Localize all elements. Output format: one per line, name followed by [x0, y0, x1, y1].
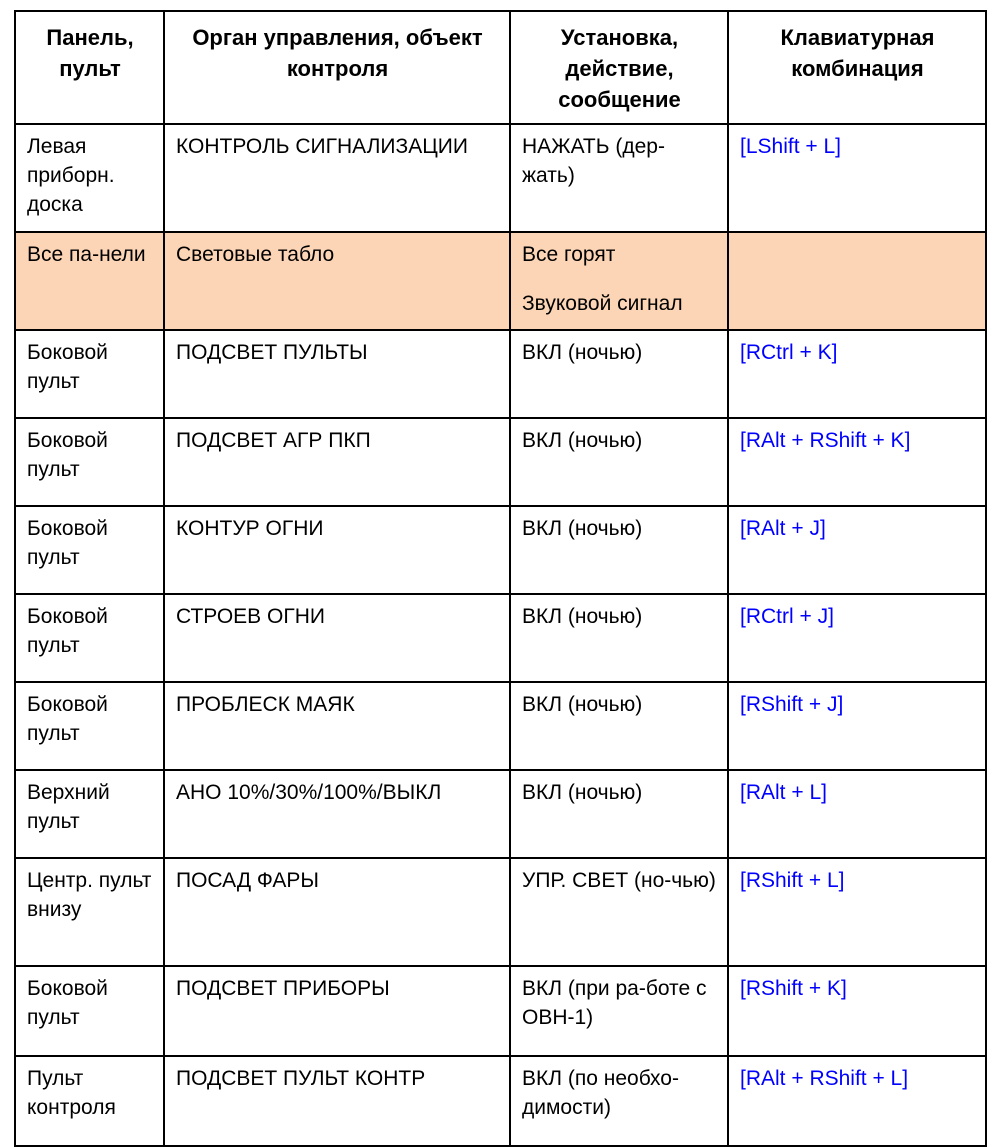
table-row: Пульт контроля ПОДСВЕТ ПУЛЬТ КОНТР ВКЛ (по… [14, 1055, 987, 1147]
cell-panel: Левая приборн. доска [14, 123, 165, 234]
table-row: Боковой пульт ПРОБЛЕСК МАЯК ВКЛ (ночью) [RS… [14, 681, 987, 772]
table-header: Панель, пульт Орган управления, объект к… [14, 9, 987, 126]
table-row: Все па-нели Световые табло Все горят Звуков… [14, 231, 987, 332]
table-row: Левая приборн. доска КОНТРОЛЬ СИГНАЛИЗАЦИ… [14, 123, 987, 234]
control-reference-table: Панель, пульт Орган управления, объект к… [14, 9, 987, 1147]
cell-control: ПОДСВЕТ ПУЛЬТ КОНТР [163, 1055, 511, 1147]
cell-control: ПРОБЛЕСК МАЯК [163, 681, 511, 772]
cell-panel: Боковой пульт [14, 965, 165, 1058]
cell-action: ВКЛ (ночью) [509, 417, 729, 508]
column-header-control: Орган управления, объект контроля [163, 9, 511, 126]
table-row: Боковой пульт СТРОЕВ ОГНИ ВКЛ (ночью) [RCtr… [14, 593, 987, 684]
cell-panel: Пульт контроля [14, 1055, 165, 1147]
cell-key: [RAlt + RShift + K] [727, 417, 987, 508]
cell-key: [RAlt + RShift + L] [727, 1055, 987, 1147]
cell-key: [RCtrl + K] [727, 329, 987, 420]
cell-control: Световые табло [163, 231, 511, 332]
cell-action-spacer [522, 270, 717, 290]
table-row: Боковой пульт ПОДСВЕТ АГР ПКП ВКЛ (ночью)[… [14, 417, 987, 508]
cell-control: ПОДСВЕТ АГР ПКП [163, 417, 511, 508]
cell-panel: Боковой пульт [14, 505, 165, 596]
cell-action: ВКЛ (ночью) [509, 681, 729, 772]
table-row: Боковой пульт КОНТУР ОГНИ ВКЛ (ночью) [RAlt… [14, 505, 987, 596]
table-page: Панель, пульт Орган управления, объект к… [14, 9, 987, 1147]
cell-action: ВКЛ (по необхо-димости) [509, 1055, 729, 1147]
cell-panel: Боковой пульт [14, 681, 165, 772]
cell-control: АНО 10%/30%/100%/ВЫКЛ [163, 769, 511, 860]
cell-control: ПОДСВЕТ ПРИБОРЫ [163, 965, 511, 1058]
cell-control: КОНТУР ОГНИ [163, 505, 511, 596]
cell-key: [RAlt + J] [727, 505, 987, 596]
cell-control: СТРОЕВ ОГНИ [163, 593, 511, 684]
cell-action: Все горят Звуковой сигнал [509, 231, 729, 332]
cell-key: [RShift + L] [727, 857, 987, 968]
cell-action: ВКЛ (ночью) [509, 329, 729, 420]
cell-action: ВКЛ (ночью) [509, 593, 729, 684]
cell-action: ВКЛ (ночью) [509, 769, 729, 860]
cell-key: [RCtrl + J] [727, 593, 987, 684]
table-body: Левая приборн. доска КОНТРОЛЬ СИГНАЛИЗАЦИ… [14, 123, 987, 1147]
cell-action: УПР. СВЕТ (но-чью) [509, 857, 729, 968]
cell-panel: Боковой пульт [14, 417, 165, 508]
cell-key: [RAlt + L] [727, 769, 987, 860]
table-row: Центр. пульт внизу ПОСАД ФАРЫ УПР. СВЕТ (н… [14, 857, 987, 968]
cell-control: КОНТРОЛЬ СИГНАЛИЗАЦИИ [163, 123, 511, 234]
cell-key: [RShift + J] [727, 681, 987, 772]
cell-key: [RShift + K] [727, 965, 987, 1058]
cell-control: ПОСАД ФАРЫ [163, 857, 511, 968]
cell-panel: Центр. пульт внизу [14, 857, 165, 968]
column-header-panel: Панель, пульт [14, 9, 165, 126]
cell-action: ВКЛ (при ра-боте с ОВН-1) [509, 965, 729, 1058]
cell-panel: Все па-нели [14, 231, 165, 332]
column-header-action: Установка, действие, сообщение [509, 9, 729, 126]
table-row: Верхний пульт АНО 10%/30%/100%/ВЫКЛ ВКЛ (н… [14, 769, 987, 860]
cell-action: ВКЛ (ночью) [509, 505, 729, 596]
cell-key: [LShift + L] [727, 123, 987, 234]
cell-panel: Боковой пульт [14, 329, 165, 420]
table-row: Боковой пульт ПОДСВЕТ ПРИБОРЫ ВКЛ (при ра-… [14, 965, 987, 1058]
cell-panel: Боковой пульт [14, 593, 165, 684]
table-row: Боковой пульт ПОДСВЕТ ПУЛЬТЫ ВКЛ (ночью) [R… [14, 329, 987, 420]
table-header-row: Панель, пульт Орган управления, объект к… [14, 9, 987, 126]
cell-panel: Верхний пульт [14, 769, 165, 860]
column-header-key: Клавиатурная комбинация [727, 9, 987, 126]
cell-key [727, 231, 987, 332]
cell-action: НАЖАТЬ (дер-жать) [509, 123, 729, 234]
cell-control: ПОДСВЕТ ПУЛЬТЫ [163, 329, 511, 420]
cell-action-line: Все горят [522, 243, 616, 267]
cell-action-line-extra: Звуковой сигнал [522, 292, 683, 316]
